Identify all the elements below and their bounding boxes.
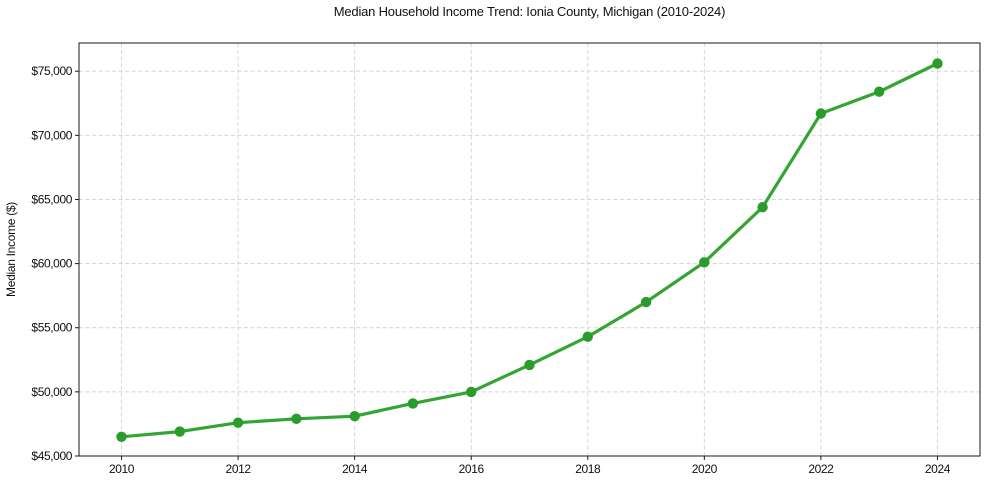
data-point-2024 xyxy=(932,58,943,69)
data-point-2022 xyxy=(815,108,827,119)
data-point-2016 xyxy=(466,386,477,398)
x-tick-label: 2016 xyxy=(459,462,485,476)
x-tick-label: 2012 xyxy=(226,462,252,476)
y-tick-label: $55,000 xyxy=(31,321,72,335)
x-tick-label: 2022 xyxy=(808,462,834,476)
x-tick-label: 2014 xyxy=(342,462,368,476)
y-tick-label: $65,000 xyxy=(31,192,72,206)
axis-layer: $45,000 $50,000 $55,000 $60,000 $65,000 $70,0… xyxy=(31,64,951,476)
x-tick-label: 2024 xyxy=(925,462,951,476)
data-point-2011 xyxy=(174,426,185,437)
data-point-2020 xyxy=(699,257,710,268)
y-tick-label: $45,000 xyxy=(31,449,72,463)
data-point-2018 xyxy=(582,331,593,342)
series-layer xyxy=(116,58,943,442)
y-tick-label: $60,000 xyxy=(31,257,72,271)
y-tick-label: $70,000 xyxy=(31,128,72,142)
data-point-2010 xyxy=(116,431,127,442)
x-tick-label: 2010 xyxy=(109,462,135,476)
y-axis-label: Median Income ($) xyxy=(4,202,18,297)
y-tick-label: $75,000 xyxy=(31,64,72,78)
data-point-2013 xyxy=(291,413,302,424)
income-trend-line xyxy=(119,61,940,439)
data-point-2015 xyxy=(407,398,419,409)
x-tick-label: 2020 xyxy=(692,462,718,476)
data-point-2012 xyxy=(232,417,244,428)
data-point-2023 xyxy=(874,86,885,97)
data-point-2019 xyxy=(640,296,652,308)
x-tick-label: 2018 xyxy=(575,462,601,476)
chart-title: Median Household Income Trend: Ionia Cou… xyxy=(333,4,726,19)
plot-border xyxy=(78,42,981,457)
y-tick-label: $50,000 xyxy=(31,385,72,399)
data-point-2014 xyxy=(349,411,360,422)
data-point-2017 xyxy=(524,359,535,371)
data-point-2021 xyxy=(757,202,768,213)
